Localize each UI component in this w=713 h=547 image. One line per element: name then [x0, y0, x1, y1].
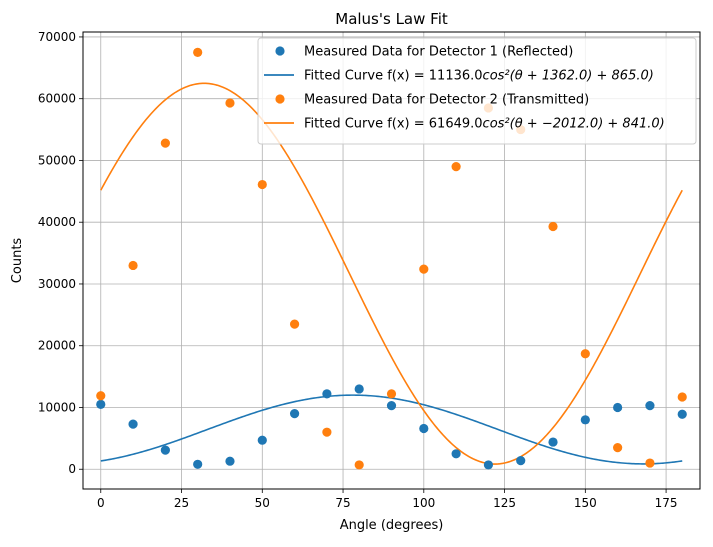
data-point	[257, 179, 267, 190]
legend-box	[257, 37, 697, 145]
y-tick-label: 50000	[38, 153, 76, 167]
data-point	[613, 402, 623, 413]
plot-frame	[82, 31, 701, 490]
data-point	[386, 401, 397, 411]
data-point	[451, 449, 461, 459]
x-tick-label: 125	[493, 496, 516, 510]
data-point	[225, 98, 235, 108]
data-point	[225, 456, 235, 466]
x-tick-label: 150	[574, 496, 597, 510]
data-point	[548, 221, 558, 232]
data-point	[322, 427, 332, 437]
data-point	[548, 437, 558, 447]
legend-label: Measured Data for Detector 2 (Transmitte…	[304, 93, 589, 108]
fitted-curve-line	[100, 82, 683, 465]
x-axis-title: Angle (degrees)	[340, 518, 444, 533]
axis-ticks: 0 25 50 75 100 125 150 175 0 10000 20000 30000 40000…	[38, 30, 678, 510]
y-tick-label: 30000	[38, 277, 76, 291]
data-point	[354, 384, 364, 394]
x-tick-label: 100	[412, 496, 435, 510]
legend-label: Measured Data for Detector 1 (Reflected)	[304, 45, 573, 60]
data-point	[645, 458, 655, 468]
data-point	[354, 460, 364, 470]
data-point	[289, 319, 300, 329]
data-point	[580, 349, 590, 359]
legend: Measured Data for Detector 1 (Reflected)…	[257, 37, 697, 145]
legend-label-math: cos²(θ + −2012.0) + 841.0)	[483, 117, 665, 132]
y-tick-label: 20000	[38, 339, 76, 353]
data-point	[419, 264, 429, 274]
legend-label: Fitted Curve f(x) = 11136.0cos²(θ + 1362…	[304, 69, 654, 84]
data-point	[193, 459, 203, 469]
y-tick-label: 70000	[38, 30, 76, 44]
y-tick-label: 60000	[38, 92, 76, 106]
data-point	[483, 460, 494, 470]
data-point	[128, 260, 138, 271]
data-point	[289, 409, 300, 419]
legend-marker	[275, 94, 285, 104]
y-tick-label: 10000	[38, 400, 76, 414]
legend-label-prefix: Fitted Curve f(x) = 11136.0	[304, 69, 483, 84]
y-tick-label: 40000	[38, 215, 76, 229]
data-point	[580, 415, 590, 425]
x-tick-label: 25	[174, 496, 189, 510]
data-point	[96, 391, 106, 401]
data-point	[645, 401, 655, 411]
x-tick-label: 75	[335, 496, 350, 510]
chart-title: Malus's Law Fit	[335, 10, 448, 28]
data-point	[322, 389, 332, 399]
legend-label-prefix: Fitted Curve f(x) = 61649.0	[304, 117, 483, 132]
data-point	[193, 47, 203, 57]
data-point	[96, 399, 106, 409]
x-tick-label: 0	[97, 496, 105, 510]
data-point	[160, 138, 170, 148]
data-point	[516, 455, 526, 466]
data-point	[451, 162, 461, 172]
data-point	[419, 423, 429, 434]
data-point	[257, 435, 267, 445]
data-point	[677, 392, 687, 402]
data-point	[128, 419, 138, 429]
y-tick-label: 0	[68, 462, 76, 476]
data-point	[677, 409, 687, 419]
legend-label-math: cos²(θ + 1362.0) + 865.0)	[483, 69, 654, 84]
legend-items: Measured Data for Detector 1 (Reflected)…	[264, 45, 665, 132]
legend-marker	[275, 46, 285, 56]
data-point	[160, 445, 170, 455]
legend-label: Fitted Curve f(x) = 61649.0cos²(θ + −201…	[304, 117, 665, 132]
data-point	[613, 443, 623, 453]
x-tick-label: 50	[255, 496, 270, 510]
x-tick-label: 175	[655, 496, 678, 510]
y-axis-title: Counts	[10, 238, 25, 284]
data-point	[386, 389, 397, 399]
data-points	[96, 47, 687, 470]
